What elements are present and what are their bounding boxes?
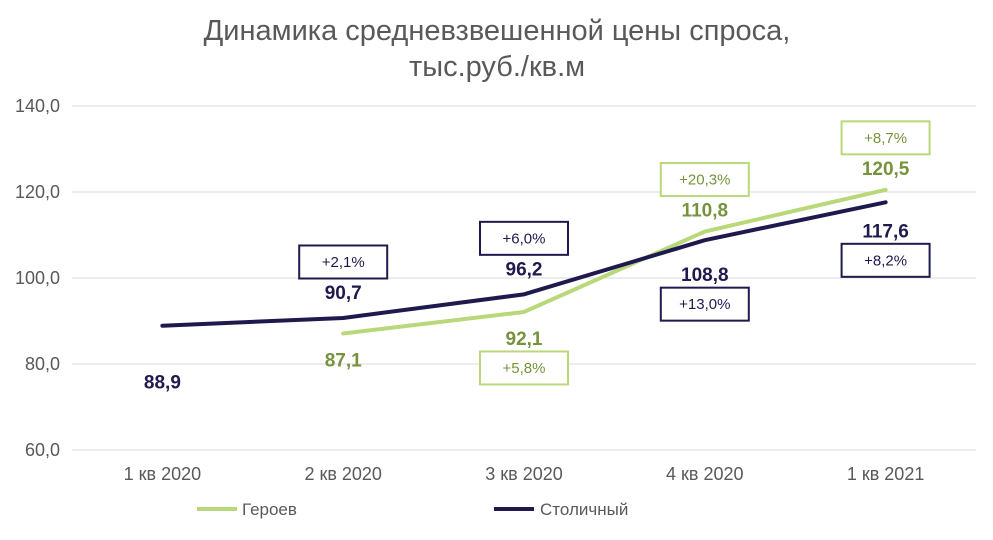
change-box	[659, 286, 750, 322]
change-box	[479, 350, 569, 386]
x-tick-label: 1 кв 2021	[847, 464, 925, 484]
change-box	[659, 162, 750, 198]
legend: Героев Столичный	[197, 500, 628, 519]
y-tick-label: 100,0	[15, 268, 60, 288]
change-box	[298, 244, 389, 280]
change-box	[840, 120, 931, 156]
y-tick-label: 120,0	[15, 182, 60, 202]
change-label: +8,7%	[864, 130, 907, 147]
value-label: 88,9	[144, 373, 181, 394]
legend-label-stolichny: Столичный	[540, 500, 628, 519]
value-label: 108,8	[681, 265, 729, 286]
gridlines	[72, 105, 976, 451]
change-box	[479, 220, 569, 256]
x-tick-label: 2 кв 2020	[304, 464, 382, 484]
change-label: +8,2%	[864, 252, 907, 269]
change-label: +13,0%	[679, 296, 730, 313]
change-label: +2,1%	[322, 254, 365, 271]
chart-title-line-1: Динамика средневзвешенной цены спроса,	[204, 15, 791, 47]
y-axis-ticks: 60,0 80,0 100,0 120,0 140,0	[15, 96, 60, 460]
value-label: 117,6	[862, 221, 909, 242]
value-label: 87,1	[325, 350, 362, 371]
y-tick-label: 60,0	[25, 440, 60, 460]
x-tick-label: 3 кв 2020	[485, 464, 563, 484]
data-labels: 87,1 92,1 +5,8% 110,8 +20,3% 120,5 +8,7% 88,9 90…	[144, 120, 931, 394]
chart-title-line-2: тыс.руб./кв.м	[409, 51, 585, 83]
series-lines	[160, 187, 888, 336]
series-line-geroev	[341, 187, 888, 336]
change-label: +6,0%	[503, 230, 546, 247]
change-box	[840, 242, 931, 278]
value-label: 96,2	[506, 259, 543, 280]
x-tick-label: 1 кв 2020	[124, 464, 202, 484]
value-label: 92,1	[506, 329, 543, 350]
series-line-stolichny	[160, 200, 888, 328]
x-axis-ticks: 1 кв 2020 2 кв 2020 3 кв 2020 4 кв 2020 1 кв…	[124, 464, 925, 484]
change-label: +5,8%	[503, 360, 546, 377]
legend-label-geroev: Героев	[242, 500, 297, 519]
value-label: 120,5	[862, 159, 910, 180]
value-label: 110,8	[682, 201, 729, 222]
y-tick-label: 140,0	[15, 96, 60, 116]
change-label: +20,3%	[679, 172, 730, 189]
x-tick-label: 4 кв 2020	[666, 464, 744, 484]
y-tick-label: 80,0	[25, 354, 60, 374]
value-label: 90,7	[325, 283, 362, 304]
